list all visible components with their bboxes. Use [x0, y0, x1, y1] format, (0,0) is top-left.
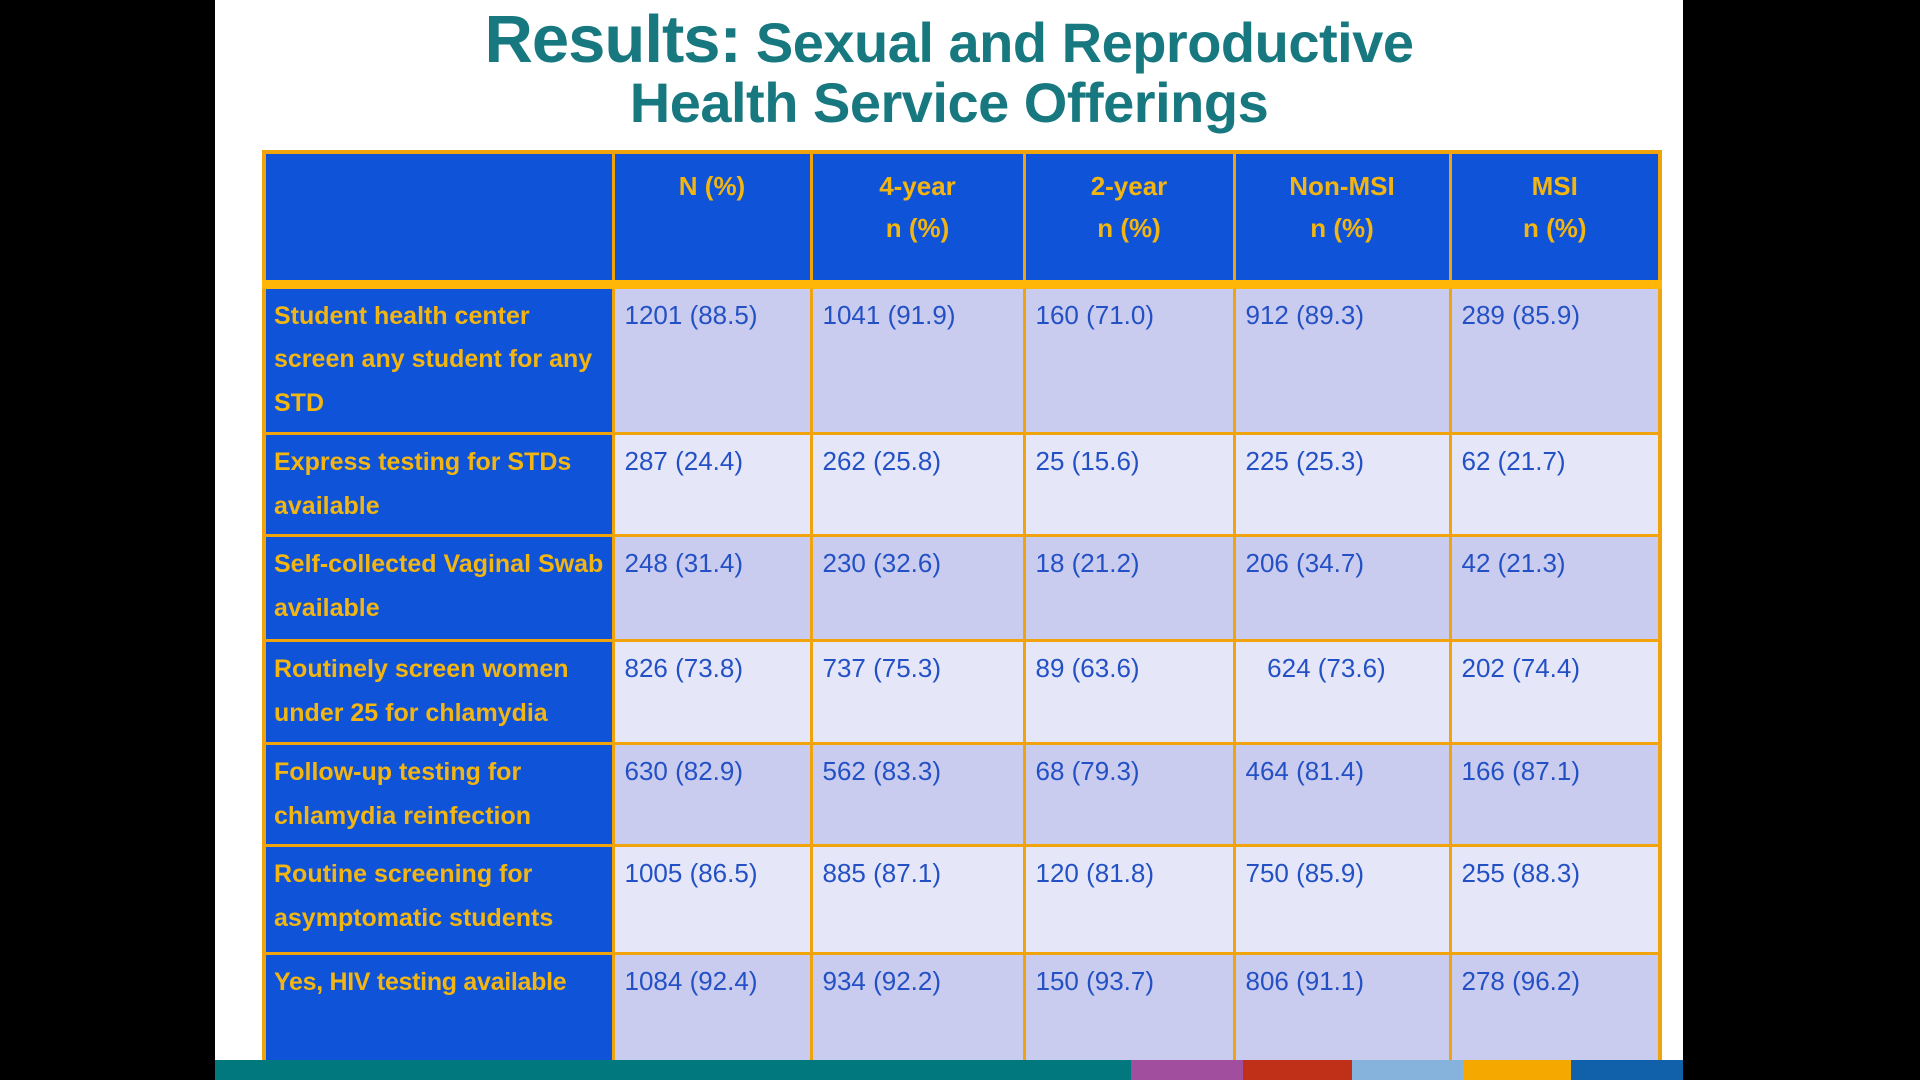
results-table: N (%) 4-year n (%) 2-year n (%) Non-MSI n (%) M… — [262, 150, 1662, 1073]
table-header-row: N (%) 4-year n (%) 2-year n (%) Non-MSI n (%) M… — [262, 150, 1662, 289]
table-row: Self-collected Vaginal Swab available 248… — [262, 534, 1662, 643]
data-cell: 750 (85.9) — [1232, 844, 1452, 956]
data-cell: 255 (88.3) — [1448, 844, 1662, 956]
row-label: Self-collected Vaginal Swab available — [262, 534, 615, 643]
header-line1: MSI — [1531, 171, 1578, 201]
header-line2: n (%) — [1522, 212, 1587, 243]
data-cell: 289 (85.9) — [1448, 282, 1662, 435]
header-line1: 4-year — [879, 171, 956, 201]
row-label: Express testing for STDs available — [262, 431, 615, 538]
data-cell: 630 (82.9) — [611, 741, 813, 848]
table-row: Follow-up testing for chlamydia reinfect… — [262, 741, 1662, 848]
stripe-segment-orange — [1462, 1060, 1571, 1080]
table-row: Routine screening for asymptomatic stude… — [262, 844, 1662, 956]
table-row: Yes, HIV testing available 1084 (92.4) 934… — [262, 952, 1662, 1073]
header-cell-1: N (%) — [611, 150, 813, 289]
stripe-segment-purple — [1130, 1060, 1243, 1080]
data-cell: 934 (92.2) — [809, 952, 1026, 1073]
data-cell: 737 (75.3) — [809, 639, 1026, 745]
table-row: Express testing for STDs available 287 (2… — [262, 431, 1662, 538]
title-line2: Health Service Offerings — [629, 71, 1269, 135]
data-cell: 912 (89.3) — [1232, 282, 1452, 435]
row-label: Routine screening for asymptomatic stude… — [262, 844, 615, 956]
header-cell-4: Non-MSI n (%) — [1232, 150, 1452, 289]
header-line2: n (%) — [885, 212, 950, 243]
title-line1-rest: Sexual and Reproductive — [740, 11, 1414, 74]
data-cell: 89 (63.6) — [1022, 639, 1236, 745]
table-header: N (%) 4-year n (%) 2-year n (%) Non-MSI n (%) M… — [262, 150, 1662, 289]
row-label: Follow-up testing for chlamydia reinfect… — [262, 741, 615, 848]
data-cell: 262 (25.8) — [809, 431, 1026, 538]
header-cell-2: 4-year n (%) — [809, 150, 1026, 289]
stripe-segment-red — [1242, 1060, 1352, 1080]
stripe-segment-light-blue — [1351, 1060, 1463, 1080]
data-cell: 62 (21.7) — [1448, 431, 1662, 538]
row-label: Yes, HIV testing available — [262, 952, 615, 1073]
row-label: Student health center screen any student… — [262, 282, 615, 435]
data-cell: 1201 (88.5) — [611, 282, 813, 435]
title-emphasis: Results: — [484, 2, 742, 77]
data-cell: 1041 (91.9) — [809, 282, 1026, 435]
header-line1: Non-MSI — [1289, 171, 1395, 201]
table-row: Student health center screen any student… — [262, 282, 1662, 435]
data-cell: 25 (15.6) — [1022, 431, 1236, 538]
header-cell-5: MSI n (%) — [1448, 150, 1662, 289]
data-cell: 68 (79.3) — [1022, 741, 1236, 848]
data-cell: 1084 (92.4) — [611, 952, 813, 1073]
header-line2: n (%) — [1097, 212, 1161, 243]
table-row: Routinely screen women under 25 for chla… — [262, 639, 1662, 745]
stripe-segment-dark-blue — [1570, 1060, 1684, 1080]
data-cell: 202 (74.4) — [1448, 639, 1662, 745]
data-cell: 166 (87.1) — [1448, 741, 1662, 848]
data-cell: 826 (73.8) — [611, 639, 813, 745]
data-cell: 1005 (86.5) — [611, 844, 813, 956]
data-cell: 160 (71.0) — [1022, 282, 1236, 435]
data-cell: 562 (83.3) — [809, 741, 1026, 848]
data-cell: 885 (87.1) — [809, 844, 1026, 956]
data-cell: 624 (73.6) — [1232, 639, 1452, 745]
results-table-container: N (%) 4-year n (%) 2-year n (%) Non-MSI n (%) M… — [262, 150, 1662, 1073]
data-cell: 225 (25.3) — [1232, 431, 1452, 538]
footer-color-stripe — [215, 1060, 1684, 1080]
data-cell: 42 (21.3) — [1448, 534, 1662, 643]
table-body: Student health center screen any student… — [262, 282, 1662, 1073]
data-cell: 206 (34.7) — [1232, 534, 1452, 643]
data-cell: 464 (81.4) — [1232, 741, 1452, 848]
stripe-segment-teal — [215, 1060, 1131, 1080]
data-cell: 806 (91.1) — [1232, 952, 1452, 1073]
header-line1: N (%) — [678, 171, 746, 201]
data-cell: 230 (32.6) — [809, 534, 1026, 643]
header-line2: n (%) — [1310, 212, 1374, 243]
data-cell: 248 (31.4) — [611, 534, 813, 643]
data-cell: 278 (96.2) — [1448, 952, 1662, 1073]
row-label: Routinely screen women under 25 for chla… — [262, 639, 615, 745]
presentation-slide: Results: Sexual and Reproductive Health S… — [215, 0, 1684, 1080]
header-cell-0 — [262, 150, 615, 289]
header-cell-3: 2-year n (%) — [1022, 150, 1236, 289]
data-cell: 120 (81.8) — [1022, 844, 1236, 956]
header-line1: 2-year — [1090, 171, 1168, 201]
slide-title: Results: Sexual and Reproductive Health S… — [215, 0, 1683, 131]
data-cell: 150 (93.7) — [1022, 952, 1236, 1073]
data-cell: 287 (24.4) — [611, 431, 813, 538]
data-cell: 18 (21.2) — [1022, 534, 1236, 643]
